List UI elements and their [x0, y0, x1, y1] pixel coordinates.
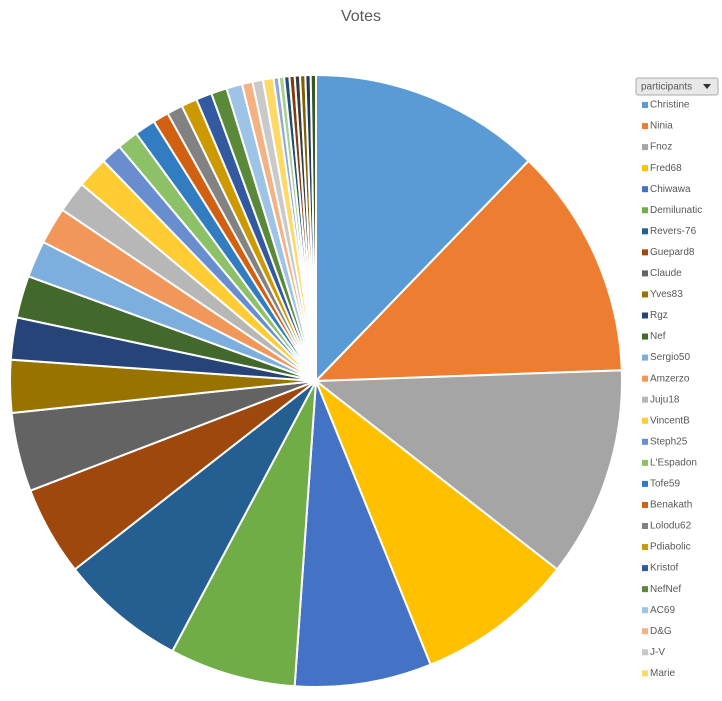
legend-label: Amzerzo — [650, 373, 690, 384]
legend-swatch — [642, 607, 648, 614]
legend-label: Juju18 — [650, 394, 680, 405]
pie-slice — [313, 159, 623, 383]
legend-label: Sergio50 — [650, 352, 690, 363]
legend-swatch — [642, 544, 648, 551]
legend-label: Revers-76 — [650, 226, 697, 237]
legend-label: VincentB — [650, 415, 690, 426]
legend-label: J-V — [650, 647, 665, 658]
legend-swatch — [642, 186, 648, 193]
legend-swatch — [642, 291, 648, 298]
legend-label: Lolodu62 — [650, 521, 692, 532]
legend-swatch — [642, 396, 648, 403]
legend-label: Ninia — [650, 121, 673, 132]
legend-swatch — [642, 102, 648, 108]
legend-label: Kristof — [650, 563, 679, 574]
legend-label: Tofe59 — [650, 479, 680, 490]
legend-swatch — [642, 312, 648, 319]
legend-label: Pdiabolic — [650, 542, 691, 553]
legend-swatch — [642, 565, 648, 572]
pie-slice — [73, 380, 317, 653]
legend-swatch — [642, 375, 648, 382]
pie-slice — [313, 377, 559, 667]
legend-swatch — [642, 459, 648, 466]
legend-swatch — [642, 438, 648, 445]
legend-swatch — [642, 144, 648, 151]
legend-title: participants — [641, 82, 692, 93]
legend-swatch — [642, 270, 648, 277]
legend-label: AC69 — [650, 605, 675, 616]
legend-swatch — [642, 249, 648, 256]
legend-swatch — [642, 123, 648, 130]
pie-slice — [293, 380, 432, 688]
legend-label: D&G — [650, 626, 672, 637]
pie-slice — [170, 380, 317, 688]
legend-swatch — [642, 480, 648, 487]
legend-label: L'Espadon — [650, 457, 697, 468]
legend-label: Nef — [650, 331, 666, 342]
legend-label: Chiwawa — [650, 184, 691, 195]
legend-swatch — [642, 417, 648, 424]
legend-label: Demilunatic — [650, 205, 702, 216]
pie-slice — [309, 73, 317, 382]
legend-swatch — [642, 670, 648, 677]
dropdown-arrow[interactable] — [703, 84, 711, 89]
legend-swatch — [642, 501, 648, 508]
legend-label: Christine — [650, 100, 690, 111]
legend-swatch — [642, 628, 648, 635]
legend-label: Marie — [650, 668, 675, 679]
legend-label: Rgz — [650, 310, 668, 321]
legend-swatch — [642, 165, 648, 172]
legend-label: NefNef — [650, 584, 681, 595]
pie-slice — [315, 73, 530, 384]
legend-label: Claude — [650, 268, 682, 279]
legend-swatch — [642, 228, 648, 235]
legend-swatch — [642, 649, 648, 656]
legend-swatch — [642, 207, 648, 214]
chart-title: Votes — [341, 8, 381, 25]
legend-swatch — [642, 586, 648, 593]
legend-label: Steph25 — [650, 436, 688, 447]
legend-label: Guepard8 — [650, 247, 695, 258]
legend-swatch — [642, 333, 648, 340]
pie-slice — [313, 369, 623, 571]
legend-label: Fred68 — [650, 163, 682, 174]
legend-label: Fnoz — [650, 142, 672, 153]
legend-filter[interactable] — [635, 77, 719, 96]
legend-label: Yves83 — [650, 289, 683, 300]
legend-swatch — [642, 523, 648, 529]
legend-swatch — [642, 354, 648, 361]
legend-label: Benakath — [650, 500, 692, 511]
